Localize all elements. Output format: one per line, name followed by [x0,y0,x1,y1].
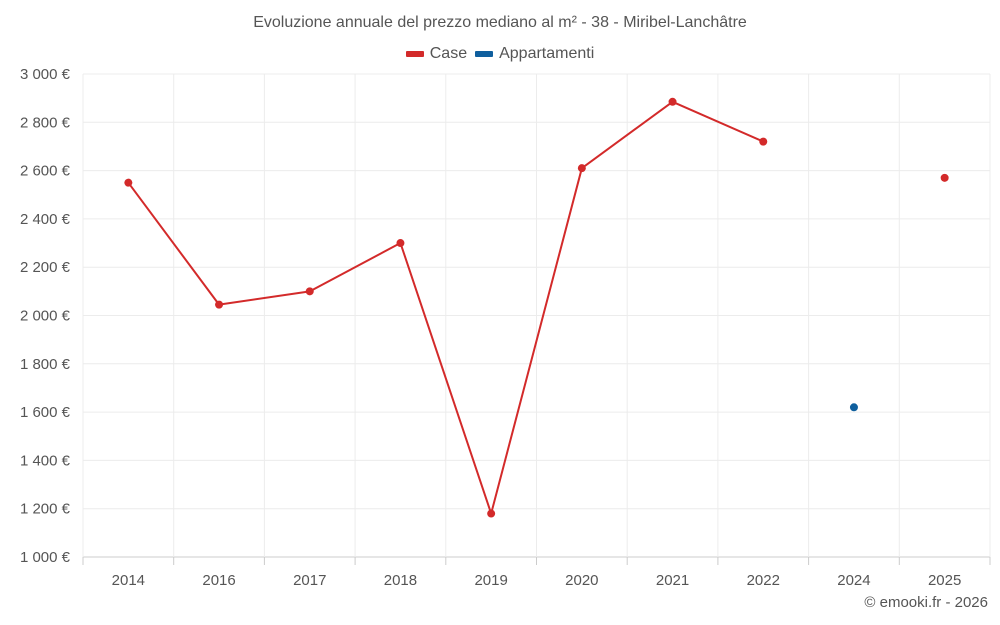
x-tick-label: 2024 [837,572,870,589]
x-tick-label: 2019 [474,572,507,589]
credit-text: © emooki.fr - 2026 [864,594,988,611]
data-point-case [215,300,224,309]
x-tick-label: 2020 [565,572,598,589]
legend-item-appartamenti[interactable]: Appartamenti [475,45,594,63]
legend-item-case[interactable]: Case [405,45,468,63]
y-tick-label: 1 400 € [20,452,71,469]
data-point-case [487,509,496,518]
data-point-case [124,178,133,187]
data-point-case [305,287,314,296]
series-layer [124,97,949,518]
grid [82,73,991,558]
data-point-case [759,137,768,146]
y-tick-label: 2 000 € [20,308,71,325]
y-tick-label: 1 600 € [20,404,71,421]
y-tick-label: 2 800 € [20,114,71,131]
legend-swatch-case [405,51,424,57]
x-tick-label: 2014 [112,572,145,589]
x-axis: 2014 2016 2017 2018 2019 2020 2021 2022 2024 2025 [82,557,991,589]
data-point-case [577,164,586,173]
data-point-case [940,173,949,182]
legend: Case Appartamenti [0,45,1000,63]
y-tick-label: 2 200 € [20,259,71,276]
data-point-appartamenti [849,403,858,412]
data-point-case [396,239,405,248]
x-tick-label: 2021 [656,572,689,589]
x-tick-label: 2025 [928,572,961,589]
legend-swatch-appartamenti [475,51,494,57]
y-tick-label: 1 000 € [20,549,71,566]
y-tick-label: 2 600 € [20,163,71,180]
data-point-case [668,97,677,106]
y-axis: 1 000 € 1 200 € 1 400 € 1 600 € 1 800 € 2 000… [20,66,71,566]
x-tick-label: 2017 [293,572,326,589]
y-tick-label: 1 800 € [20,356,71,373]
y-tick-label: 3 000 € [20,66,71,83]
x-tick-label: 2016 [202,572,235,589]
y-tick-label: 1 200 € [20,501,71,518]
x-tick-label: 2022 [747,572,780,589]
y-tick-label: 2 400 € [20,211,71,228]
legend-label-case: Case [429,45,468,62]
x-tick-label: 2018 [384,572,417,589]
series-line-case [127,100,764,515]
legend-label-appartamenti: Appartamenti [499,45,595,62]
chart-title: Evoluzione annuale del prezzo mediano al… [253,14,747,31]
